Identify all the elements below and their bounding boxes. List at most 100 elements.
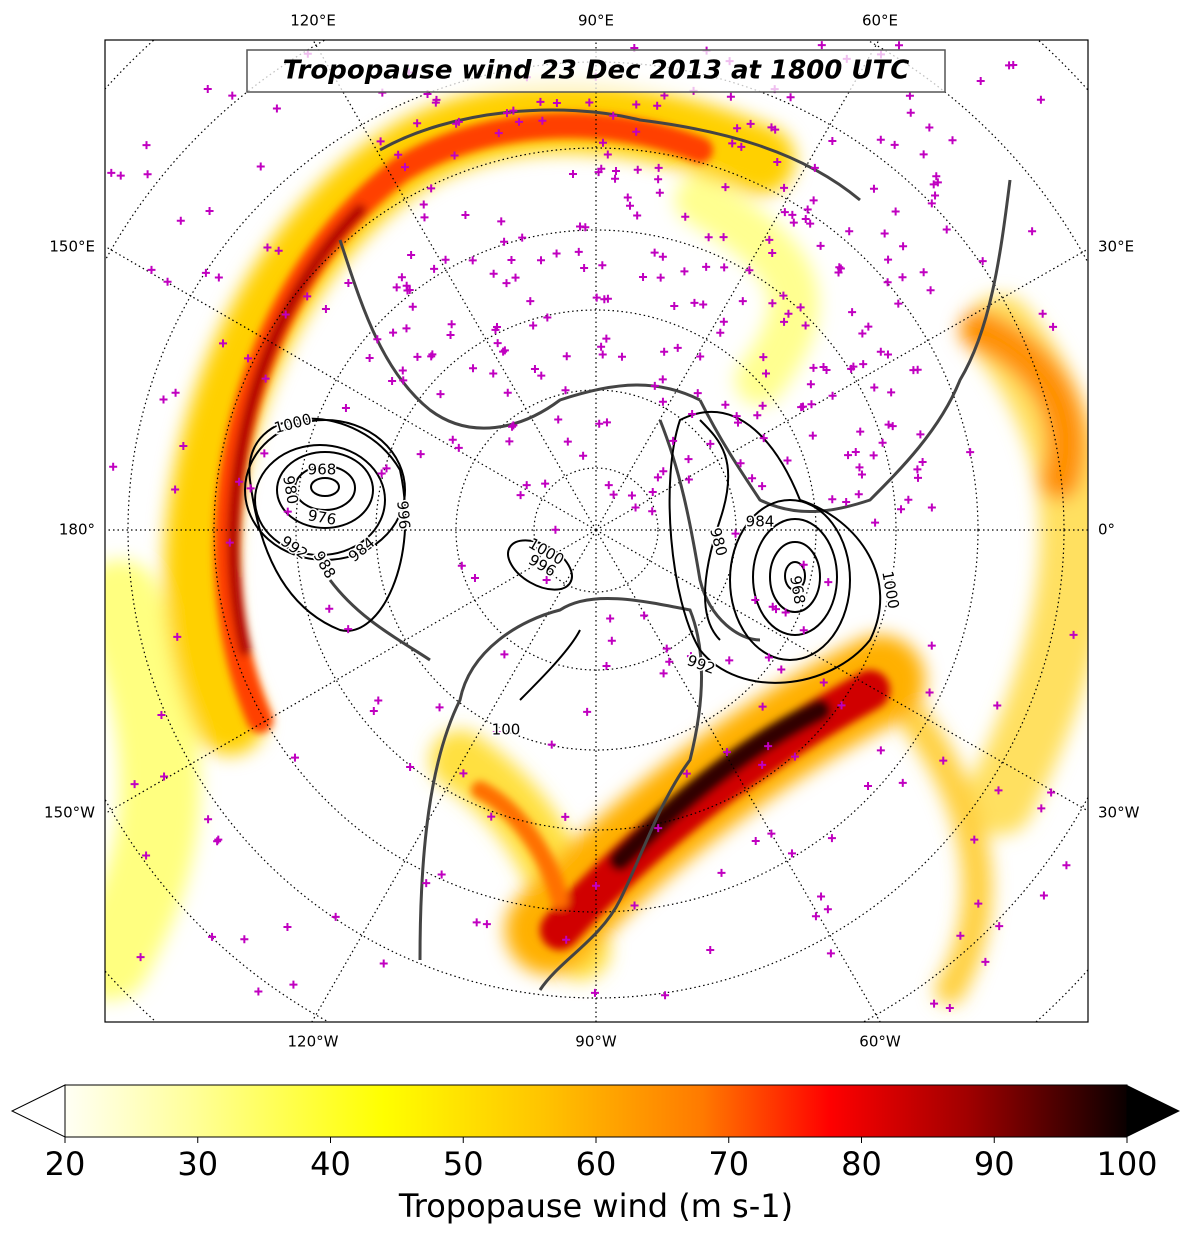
station-marker xyxy=(435,703,444,712)
station-marker xyxy=(653,473,662,482)
station-marker xyxy=(876,135,885,144)
station-marker xyxy=(779,291,788,300)
station-marker xyxy=(551,525,560,534)
station-marker xyxy=(784,309,793,318)
station-marker xyxy=(609,490,618,499)
station-marker xyxy=(592,881,601,890)
station-marker xyxy=(788,210,797,219)
station-marker xyxy=(448,435,457,444)
station-marker xyxy=(660,91,669,100)
station-marker xyxy=(160,772,169,781)
station-marker xyxy=(408,302,417,311)
station-marker xyxy=(502,109,511,118)
station-marker xyxy=(290,753,299,762)
station-marker xyxy=(817,892,826,901)
station-marker xyxy=(281,310,290,319)
station-marker xyxy=(684,455,693,464)
station-marker xyxy=(780,183,789,192)
station-marker xyxy=(806,380,815,389)
station-marker xyxy=(890,140,899,149)
station-marker xyxy=(632,127,641,136)
station-marker xyxy=(720,263,729,272)
station-marker xyxy=(344,279,353,288)
station-marker xyxy=(737,142,746,151)
station-marker xyxy=(916,430,925,439)
station-marker xyxy=(607,636,616,645)
station-marker xyxy=(509,106,518,115)
station-marker xyxy=(604,481,613,490)
station-marker xyxy=(751,595,760,604)
station-marker xyxy=(493,339,502,348)
station-marker xyxy=(303,292,312,301)
colorbar-tick-label: 80 xyxy=(841,1145,882,1183)
contour-label: 968 xyxy=(308,461,337,479)
station-marker xyxy=(503,388,512,397)
station-marker xyxy=(828,495,837,504)
station-marker xyxy=(508,422,517,431)
station-marker xyxy=(1009,60,1018,69)
station-marker xyxy=(147,265,156,274)
station-marker xyxy=(883,350,892,359)
station-marker xyxy=(884,420,893,429)
station-marker xyxy=(574,247,583,256)
station-marker xyxy=(171,485,180,494)
station-marker xyxy=(864,782,873,791)
station-marker xyxy=(1037,804,1046,813)
station-marker xyxy=(887,388,896,397)
station-marker xyxy=(454,443,463,452)
station-marker xyxy=(736,459,745,468)
station-marker xyxy=(899,242,908,251)
station-marker xyxy=(844,451,853,460)
station-marker xyxy=(472,918,481,927)
station-marker xyxy=(859,360,868,369)
station-marker xyxy=(758,482,767,491)
lon-label: 30°E xyxy=(1098,238,1134,256)
station-marker xyxy=(494,129,503,138)
station-marker xyxy=(603,150,612,159)
station-marker xyxy=(801,214,810,223)
station-marker xyxy=(826,949,835,958)
station-marker xyxy=(857,470,866,479)
station-marker xyxy=(933,178,942,187)
station-marker xyxy=(783,456,792,465)
colorbar-tick-label: 50 xyxy=(443,1145,484,1183)
station-marker xyxy=(773,157,782,166)
station-marker xyxy=(966,448,975,457)
station-marker xyxy=(581,223,590,232)
station-marker xyxy=(789,218,798,227)
station-marker xyxy=(925,123,934,132)
station-marker xyxy=(970,835,979,844)
station-marker xyxy=(759,434,768,443)
station-marker xyxy=(927,503,936,512)
station-marker xyxy=(808,431,817,440)
station-marker xyxy=(660,347,669,356)
station-marker xyxy=(321,305,330,314)
station-marker xyxy=(283,923,292,932)
station-marker xyxy=(876,746,885,755)
station-marker xyxy=(762,369,771,378)
station-marker xyxy=(325,604,334,613)
station-marker xyxy=(542,576,551,585)
station-marker xyxy=(419,200,428,209)
station-marker xyxy=(143,170,152,179)
station-marker xyxy=(623,193,632,202)
station-marker xyxy=(758,702,767,711)
station-marker xyxy=(898,778,907,787)
station-marker xyxy=(856,427,865,436)
station-marker xyxy=(136,953,145,962)
station-marker xyxy=(650,248,659,257)
station-marker xyxy=(870,383,879,392)
station-marker xyxy=(274,246,283,255)
station-marker xyxy=(956,931,965,940)
station-marker xyxy=(654,175,663,184)
station-marker xyxy=(244,354,253,363)
station-marker xyxy=(906,108,915,117)
station-marker xyxy=(845,227,854,236)
station-marker xyxy=(530,364,539,373)
station-marker xyxy=(693,389,702,398)
station-marker xyxy=(745,266,754,275)
station-marker xyxy=(764,653,773,662)
station-marker xyxy=(272,104,281,113)
station-marker xyxy=(219,339,228,348)
station-marker xyxy=(931,191,940,200)
